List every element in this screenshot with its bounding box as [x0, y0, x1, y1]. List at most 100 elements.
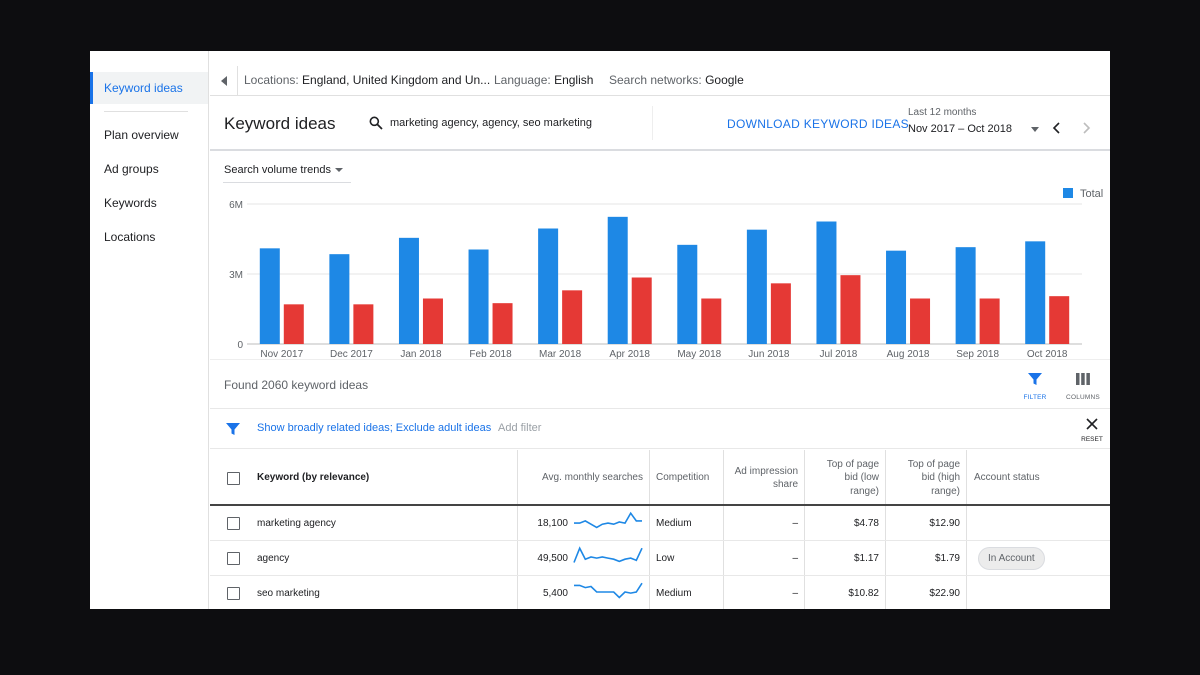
table-row[interactable]: seo marketing 5,400 Medium – $10.82 $22.… [210, 576, 1110, 611]
close-icon [1086, 418, 1098, 430]
networks-setting[interactable]: Search networks: Google [609, 66, 744, 95]
filter-icon [1028, 373, 1042, 385]
keyword-cell: seo marketing [257, 588, 320, 599]
keyword-cell: agency [257, 553, 290, 564]
bar-mobile [1049, 296, 1070, 344]
bid-low-cell: $1.17 [853, 553, 879, 564]
sidebar-item-plan-overview[interactable]: Plan overview [104, 128, 179, 142]
account-status-cell: In Account [978, 541, 1045, 576]
x-tick-label: Mar 2018 [539, 349, 582, 359]
reset-button[interactable]: RESET [1080, 417, 1104, 447]
row-checkbox[interactable] [227, 517, 240, 530]
bar-total [746, 229, 767, 344]
row-checkbox-cell [227, 506, 240, 541]
keyword-cell: marketing agency [257, 518, 336, 529]
row-checkbox[interactable] [227, 587, 240, 600]
chart-divider [210, 359, 1110, 360]
x-tick-label: Dec 2017 [330, 349, 373, 359]
legend-swatch-total [1063, 188, 1073, 198]
date-range-dropdown-icon[interactable] [1031, 127, 1039, 132]
screen-bezel [90, 609, 1110, 624]
sidebar-divider [104, 111, 188, 112]
x-tick-label: Sep 2018 [956, 349, 999, 359]
header-bid-low[interactable]: Top of page bid (low range) [826, 458, 879, 497]
avg-searches-cell: 5,400 [542, 588, 568, 599]
add-filter-link[interactable]: Add filter [498, 422, 542, 434]
keyword-search-input[interactable] [390, 112, 650, 134]
triangle-left-icon [220, 75, 227, 86]
impression-share-cell: – [792, 518, 798, 529]
bar-mobile [701, 298, 722, 344]
competition-cell: Low [656, 553, 675, 564]
table-header: Keyword (by relevance) Avg. monthly sear… [210, 450, 1110, 506]
row-checkbox-cell [227, 541, 240, 576]
sidebar-item-locations[interactable]: Locations [104, 230, 156, 244]
search-icon[interactable] [368, 115, 384, 131]
sparkline-path [574, 511, 642, 529]
bar-mobile [840, 275, 861, 344]
column-divider [649, 450, 650, 610]
search-volume-trends-dropdown[interactable]: Search volume trends [223, 159, 351, 183]
bar-mobile [770, 283, 791, 344]
bar-total [886, 250, 907, 344]
competition-cell: Medium [656, 588, 692, 599]
header-competition[interactable]: Competition [656, 472, 710, 484]
column-divider [966, 450, 967, 610]
networks-key: Search networks: [609, 73, 702, 87]
bid-high-cell: $22.90 [929, 588, 960, 599]
download-keyword-ideas-button[interactable]: DOWNLOAD KEYWORD IDEAS [727, 117, 909, 131]
filter-button[interactable]: FILTER [1013, 372, 1057, 404]
filter-label: FILTER [1023, 394, 1047, 401]
filter-bar: Show broadly related ideas; Exclude adul… [210, 409, 1110, 449]
select-all-checkbox[interactable] [227, 471, 240, 485]
language-setting[interactable]: Language: English [494, 66, 593, 95]
sidebar-item-keywords[interactable]: Keywords [104, 196, 157, 210]
keyword-table: Keyword (by relevance) Avg. monthly sear… [210, 450, 1110, 611]
trend-sparkline [574, 582, 643, 599]
language-key: Language: [494, 73, 551, 87]
columns-icon [1076, 373, 1090, 385]
header-keyword[interactable]: Keyword (by relevance) [257, 472, 370, 484]
active-filters-link[interactable]: Show broadly related ideas; Exclude adul… [257, 422, 492, 434]
date-range-label: Last 12 months [908, 107, 977, 118]
table-row[interactable]: agency 49,500 Low – $1.17 $1.79 In Accou… [210, 541, 1110, 576]
locations-setting[interactable]: Locations: England, United Kingdom and U… [244, 66, 490, 95]
bar-total [607, 216, 628, 344]
table-row[interactable]: marketing agency 18,100 Medium – $4.78 $… [210, 506, 1110, 541]
header-ad-impression-share[interactable]: Ad impression share [734, 465, 798, 491]
caret-down-icon [335, 168, 343, 172]
bid-low-cell: $10.82 [848, 588, 879, 599]
collapse-button[interactable] [210, 66, 238, 95]
sparkline-path [573, 546, 643, 563]
x-tick-label: Nov 2017 [260, 349, 303, 359]
search-divider [652, 106, 653, 140]
header-account-status[interactable]: Account status [974, 472, 1040, 484]
page-header: Keyword ideas DOWNLOAD KEYWORD IDEAS Las… [210, 96, 1110, 151]
y-tick-label: 6M [229, 200, 243, 211]
header-avg-monthly-searches[interactable]: Avg. monthly searches [542, 472, 643, 484]
keyword-planner-window: Keyword ideas Plan overview Ad groups Ke… [90, 51, 1110, 624]
chevron-left-icon[interactable] [1049, 120, 1065, 136]
date-range-value[interactable]: Nov 2017 – Oct 2018 [908, 123, 1012, 135]
chevron-right-icon[interactable] [1078, 120, 1094, 136]
impression-share-cell: – [792, 588, 798, 599]
sidebar-item-ad-groups[interactable]: Ad groups [104, 162, 159, 176]
columns-button[interactable]: COLUMNS [1061, 372, 1105, 404]
page-title: Keyword ideas [224, 114, 336, 133]
row-checkbox[interactable] [227, 552, 240, 565]
language-value: English [554, 73, 594, 87]
columns-label: COLUMNS [1066, 394, 1100, 401]
bar-mobile [979, 298, 1000, 344]
sidebar: Keyword ideas Plan overview Ad groups Ke… [90, 51, 209, 624]
reset-label: RESET [1081, 436, 1103, 443]
x-tick-label: Jul 2018 [820, 349, 858, 359]
header-bid-high[interactable]: Top of page bid (high range) [907, 458, 960, 497]
trend-select-label: Search volume trends [224, 164, 331, 176]
bar-total [329, 254, 350, 344]
column-divider [885, 450, 886, 610]
sidebar-item-keyword-ideas[interactable]: Keyword ideas [90, 72, 208, 104]
results-count: Found 2060 keyword ideas [224, 378, 369, 392]
bar-total [1025, 241, 1046, 344]
results-summary-bar: Found 2060 keyword ideas FILTER COLUMNS [210, 360, 1110, 409]
